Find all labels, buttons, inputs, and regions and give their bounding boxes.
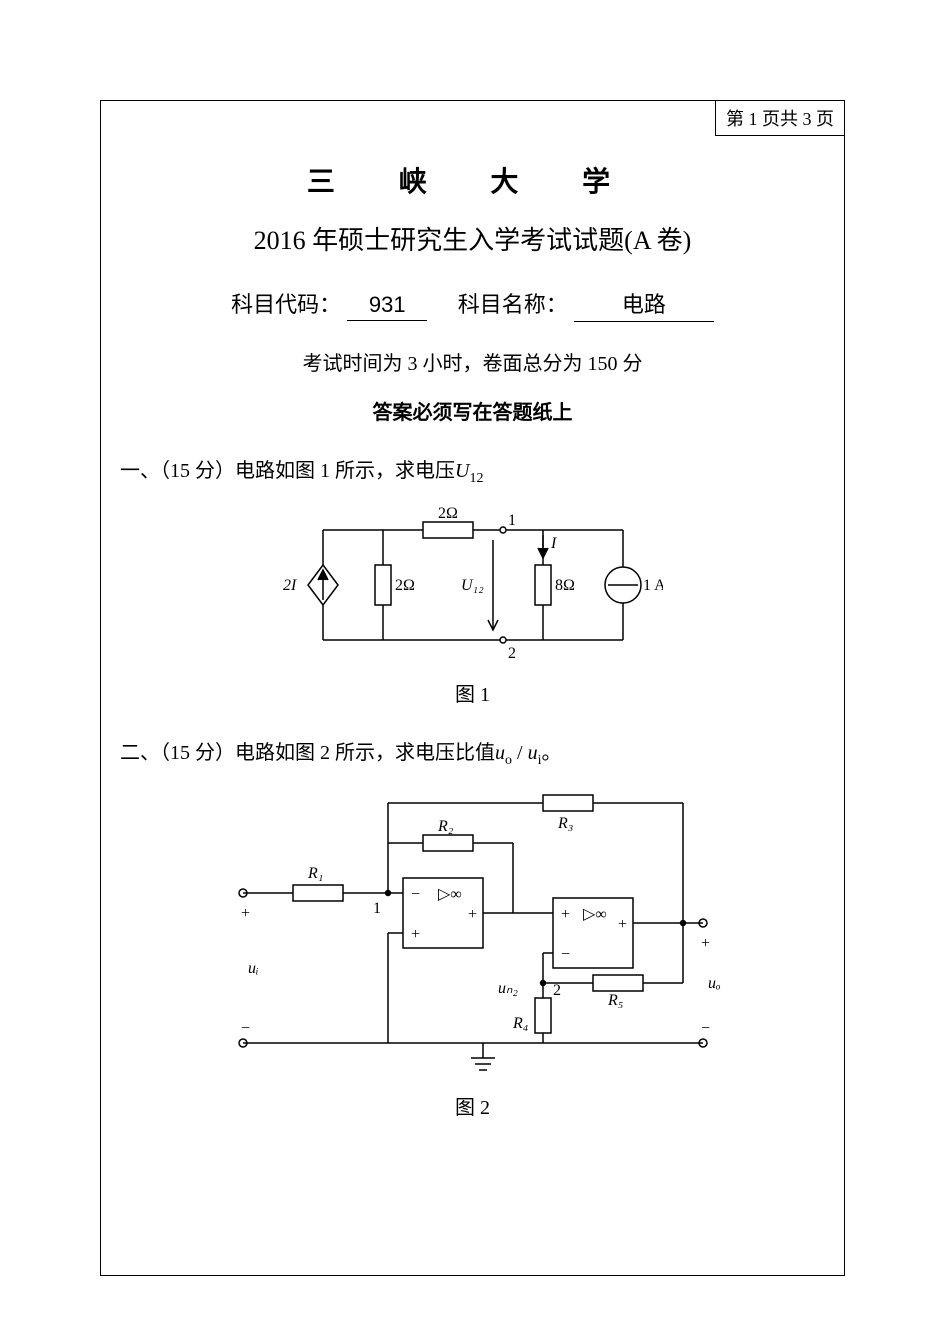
fig2-node2: 2 [553,982,561,999]
svg-text:+: + [468,906,477,923]
figure-2-wrap: − + + ▷∞ + − + ▷∞ R₁ R₂ R₃ R₄ R₅ uᵢ uₒ u… [120,783,825,1120]
q1-text: 一、（15 分）电路如图 1 所示，求电压 [120,460,455,482]
svg-text:+: + [561,906,570,923]
answer-notice: 答案必须写在答题纸上 [120,396,825,425]
svg-text:+: + [241,905,250,922]
exam-info: 考试时间为 3 小时，卷面总分为 150 分 [120,347,825,376]
q2-suffix: 。 [541,742,561,764]
figure-1-wrap: 2Ω 1 2 2Ω 8Ω 1 A 2I I U₁₂ 图 1 [120,500,825,707]
q1-var: U [455,460,469,482]
svg-text:+: + [618,916,627,933]
subject-code-label: 科目代码： [231,292,341,317]
svg-text:−: − [241,1020,250,1037]
fig2-uo: uₒ [708,975,721,992]
fig2-node1: 1 [373,900,381,917]
fig1-u12: U₁₂ [461,577,484,594]
svg-text:−: − [701,1020,710,1037]
fig2-r5: R₅ [607,992,623,1009]
svg-text:−: − [411,886,420,903]
page-number-box: 第 1 页共 3 页 [715,100,845,136]
fig2-opamp1-sym: ▷∞ [438,886,462,903]
fig1-r-left: 2Ω [395,577,415,594]
page-number: 第 1 页共 3 页 [726,109,834,129]
page-content: 三 峡 大 学 2016 年硕士研究生入学考试试题(A 卷) 科目代码： 931… [120,160,825,1150]
fig2-r3: R₃ [557,815,573,832]
fig1-r-mid: 8Ω [555,577,575,594]
fig2-r2: R₂ [437,818,454,835]
fig1-ccs: 2I [283,577,297,594]
fig1-isrc: 1 A [643,577,663,594]
subject-name: 电路 [574,287,714,322]
fig2-ui: uᵢ [248,960,259,977]
university-name: 三 峡 大 学 [120,160,825,200]
figure-2-caption: 图 2 [120,1091,825,1120]
svg-text:+: + [701,935,710,952]
subject-line: 科目代码： 931 科目名称： 电路 [120,287,825,322]
q2-sep: / [512,742,528,764]
subject-code: 931 [347,292,427,321]
fig1-node2: 2 [508,645,516,662]
q2-ra-sub: o [505,753,512,768]
exam-title: 2016 年硕士研究生入学考试试题(A 卷) [120,220,825,257]
q2-rb: u [528,742,538,764]
subject-name-label: 科目名称： [458,292,568,317]
figure-2-diagram: − + + ▷∞ + − + ▷∞ R₁ R₂ R₃ R₄ R₅ uᵢ uₒ u… [213,783,733,1083]
q2-text: 二、（15 分）电路如图 2 所示，求电压比值 [120,742,495,764]
figure-1-caption: 图 1 [120,678,825,707]
figure-1-diagram: 2Ω 1 2 2Ω 8Ω 1 A 2I I U₁₂ [283,500,663,670]
question-1: 一、（15 分）电路如图 1 所示，求电压U12 [120,455,825,490]
fig2-un2: uₙ₂ [498,980,518,997]
question-2: 二、（15 分）电路如图 2 所示，求电压比值uo / ui。 [120,737,825,772]
q2-ra: u [495,742,505,764]
fig2-opamp2-sym: ▷∞ [583,906,607,923]
fig2-r4: R₄ [512,1015,528,1032]
svg-text:−: − [561,946,570,963]
fig2-r1: R₁ [307,865,323,882]
q1-var-sub: 12 [469,471,483,486]
fig1-r-top: 2Ω [438,505,458,522]
svg-text:+: + [411,926,420,943]
fig1-i: I [550,535,557,552]
fig1-node1: 1 [508,512,516,529]
